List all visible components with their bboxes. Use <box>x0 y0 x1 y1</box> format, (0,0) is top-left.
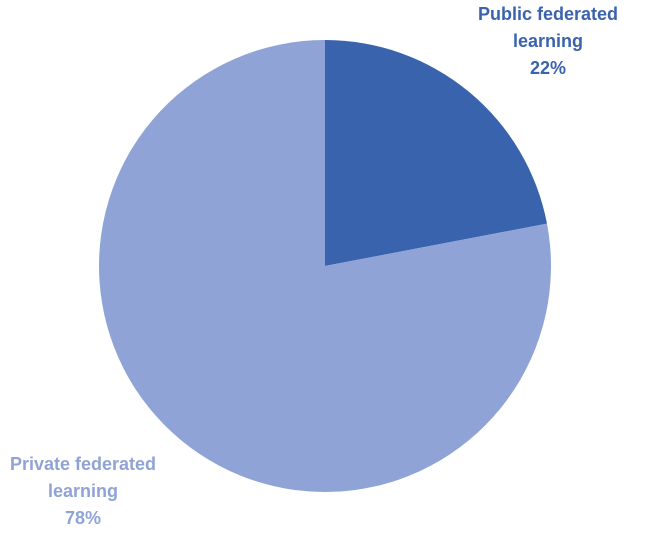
slice-label: Public federated learning 22% <box>458 1 638 82</box>
pie-slice <box>325 40 547 266</box>
value-label: 22% <box>529 58 567 78</box>
value-label: 78% <box>64 508 102 528</box>
category-label: Public federated learning <box>477 4 619 51</box>
pie-slice <box>99 40 551 493</box>
category-label: Private federated learning <box>9 454 157 501</box>
slice-label: Private federated learning 78% <box>0 451 173 532</box>
